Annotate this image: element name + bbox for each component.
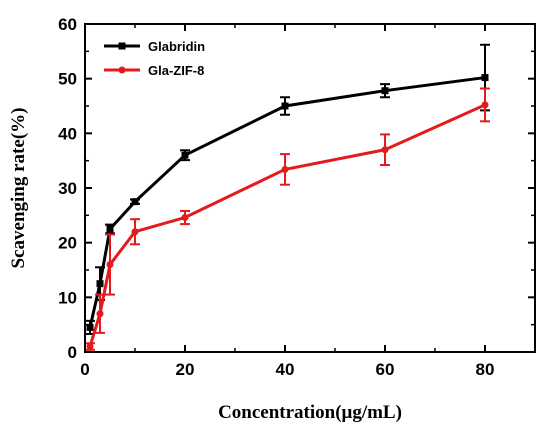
data-point [131, 228, 139, 236]
data-point [481, 74, 489, 82]
data-point [96, 310, 104, 318]
plot-layer [85, 43, 490, 351]
data-point [96, 280, 104, 288]
y-tick-label: 30 [58, 179, 77, 198]
data-point [381, 87, 389, 95]
data-point [131, 198, 139, 206]
legend-label: Glabridin [148, 39, 205, 54]
legend-marker [118, 42, 126, 50]
data-point [86, 323, 94, 331]
data-point [281, 102, 289, 110]
y-tick-label: 10 [58, 288, 77, 307]
y-tick-label: 50 [58, 70, 77, 89]
data-point [481, 101, 489, 109]
y-tick-label: 40 [58, 124, 77, 143]
y-tick-label: 0 [68, 343, 77, 362]
legend-label: Gla-ZIF-8 [148, 63, 204, 78]
x-tick-label: 0 [80, 360, 89, 379]
series-glabridin [85, 43, 490, 335]
data-point [106, 261, 114, 269]
x-tick-label: 20 [176, 360, 195, 379]
series-line [88, 76, 486, 328]
x-tick-label: 80 [476, 360, 495, 379]
x-tick-label: 40 [276, 360, 295, 379]
data-point [106, 225, 114, 233]
x-axis-title: Concentration(μg/mL) [218, 402, 402, 423]
data-point [381, 146, 389, 154]
data-point [86, 343, 94, 351]
y-tick-label: 60 [58, 15, 77, 34]
y-tick-label: 20 [58, 234, 77, 253]
axes-layer: 0 20 40 60 80 0 10 20 30 40 50 60 [58, 15, 536, 379]
legend-marker [118, 66, 126, 74]
data-point [181, 151, 189, 159]
data-point [181, 214, 189, 222]
x-tick-label: 60 [376, 360, 395, 379]
series-line [88, 103, 486, 347]
legend: Glabridin Gla-ZIF-8 [104, 39, 205, 78]
data-point [281, 165, 289, 173]
y-axis-title: Scavenging rate(%) [8, 108, 29, 269]
series-gla-zif-8 [85, 87, 490, 351]
